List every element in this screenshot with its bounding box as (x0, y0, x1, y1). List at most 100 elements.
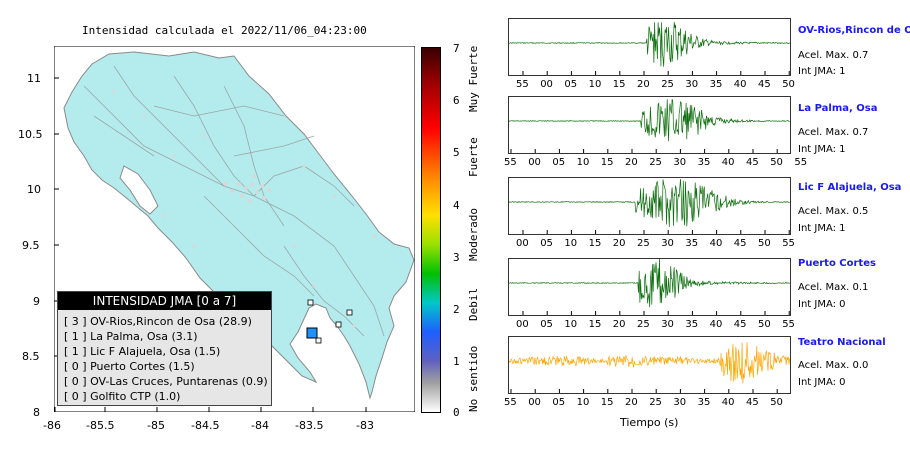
time-tick-label: 45 (746, 397, 759, 408)
time-tick-label: 45 (758, 79, 771, 90)
time-tick-label: 30 (661, 319, 674, 330)
map-y-tick: 9 (33, 295, 40, 308)
map-x-tick: -85.5 (86, 419, 115, 432)
time-tick-label: 55 (516, 79, 529, 90)
time-tick-label: 55 (794, 157, 808, 168)
time-tick-label: 50 (782, 79, 795, 90)
seismogram-trace (508, 99, 802, 153)
legend-item: [ 3 ] OV-Rios,Rincon de Osa (28.9) (64, 315, 252, 328)
time-tick-label: 20 (612, 238, 626, 249)
colorbar-tick: 2 (453, 303, 460, 316)
time-tick-label: 40 (709, 238, 723, 249)
station-accel: Acel. Max. 0.1 (798, 282, 869, 293)
map-title: Intensidad calculada el 2022/11/06_04:23… (82, 24, 367, 37)
map-y-tick: 9.5 (22, 239, 40, 252)
intensity-colorbar (421, 47, 441, 413)
legend-item: [ 1 ] La Palma, Osa (3.1) (64, 330, 198, 343)
time-tick-label: 30 (673, 157, 687, 168)
time-tick-label: 40 (733, 79, 747, 90)
time-tick-label: 20 (637, 79, 650, 90)
time-tick-label: 30 (661, 238, 674, 249)
time-tick-label: 00 (528, 157, 541, 168)
legend-title: INTENSIDAD JMA [0 a 7] (58, 292, 271, 310)
time-tick-label: 30 (673, 397, 687, 408)
time-tick-label: 40 (721, 397, 735, 408)
time-tick-label: 25 (649, 157, 662, 168)
time-tick-label: 55 (504, 157, 517, 168)
colorbar-tick: 1 (453, 355, 460, 368)
station-accel: Acel. Max. 0.7 (798, 127, 869, 138)
colorbar-tick: 5 (453, 146, 460, 159)
time-tick-label: 15 (612, 79, 626, 90)
seismogram-trace (508, 257, 790, 315)
colorbar-category: Fuerte (467, 137, 480, 177)
time-tick-label: 45 (733, 238, 747, 249)
station-name: Lic F Alajuela, Osa (798, 182, 902, 193)
time-tick-label: 55 (504, 397, 517, 408)
time-tick-label: 10 (564, 238, 578, 249)
map-y-tick: 10.5 (18, 128, 43, 141)
time-tick-label: 10 (588, 79, 602, 90)
costa-rica-landmass (63, 51, 415, 400)
time-tick-label: 00 (516, 319, 529, 330)
time-tick-label: 15 (600, 397, 614, 408)
colorbar-category: Muy Fuerte (467, 45, 480, 112)
colorbar-category: Debil (467, 287, 480, 321)
time-tick-label: 20 (625, 157, 638, 168)
map-x-tick: -86 (43, 419, 61, 432)
time-tick-label: 15 (588, 319, 602, 330)
station-jma: Int JMA: 0 (798, 299, 846, 310)
time-tick-label: 00 (528, 397, 541, 408)
legend-item: [ 0 ] Puerto Cortes (1.5) (64, 360, 195, 373)
time-tick-label: 35 (697, 157, 711, 168)
colorbar-tick: 7 (453, 42, 460, 55)
time-tick-label: 05 (540, 238, 553, 249)
colorbar-category: No sentido (467, 345, 480, 412)
time-tick-label: 40 (721, 157, 735, 168)
legend-item: [ 1 ] Lic F Alajuela, Osa (1.5) (64, 345, 221, 358)
station-name: Teatro Nacional (798, 337, 886, 348)
colorbar-tick: 3 (453, 251, 460, 264)
seismogram-trace (508, 342, 791, 393)
time-tick-label: 00 (540, 79, 553, 90)
time-tick-label: 50 (770, 397, 783, 408)
time-tick-label: 10 (576, 157, 590, 168)
time-tick-label: 45 (746, 157, 759, 168)
map-y-tick: 11 (27, 72, 41, 85)
colorbar-tick: 6 (453, 94, 460, 107)
time-tick-label: 10 (576, 397, 590, 408)
station-marker (346, 309, 353, 316)
map-x-tick: -83 (356, 419, 374, 432)
legend-item: [ 0 ] Golfito CTP (1.0) (64, 390, 181, 403)
station-jma: Int JMA: 1 (798, 223, 846, 234)
time-axis-label: Tiempo (s) (620, 416, 679, 429)
station-accel: Acel. Max. 0.7 (798, 50, 869, 61)
map-x-tick: -83.5 (295, 419, 324, 432)
map-y-tick: 8 (33, 406, 40, 419)
seismogram-panel (508, 18, 791, 76)
time-tick-label: 50 (758, 319, 771, 330)
station-accel: Acel. Max. 0.5 (798, 206, 869, 217)
time-tick-label: 20 (625, 397, 638, 408)
time-tick-label: 30 (685, 79, 699, 90)
time-tick-label: 55 (782, 238, 795, 249)
time-tick-label: 05 (552, 157, 566, 168)
time-tick-label: 05 (540, 319, 553, 330)
seismogram-panel (508, 177, 791, 235)
map-x-tick: -84.5 (191, 419, 220, 432)
station-jma: Int JMA: 1 (798, 66, 846, 77)
station-marker (315, 337, 322, 344)
seismogram-trace (508, 21, 790, 75)
time-tick-label: 55 (782, 319, 795, 330)
colorbar-tick: 0 (453, 406, 460, 419)
colorbar-category: Moderado (467, 208, 480, 261)
time-tick-label: 05 (552, 397, 566, 408)
station-name: La Palma, Osa (798, 103, 878, 114)
epicenter-marker (306, 327, 318, 339)
time-tick-label: 50 (770, 157, 783, 168)
time-tick-label: 45 (733, 319, 747, 330)
seismogram-trace (508, 178, 790, 234)
station-marker (335, 321, 342, 328)
time-tick-label: 25 (637, 238, 650, 249)
time-tick-label: 25 (649, 397, 662, 408)
